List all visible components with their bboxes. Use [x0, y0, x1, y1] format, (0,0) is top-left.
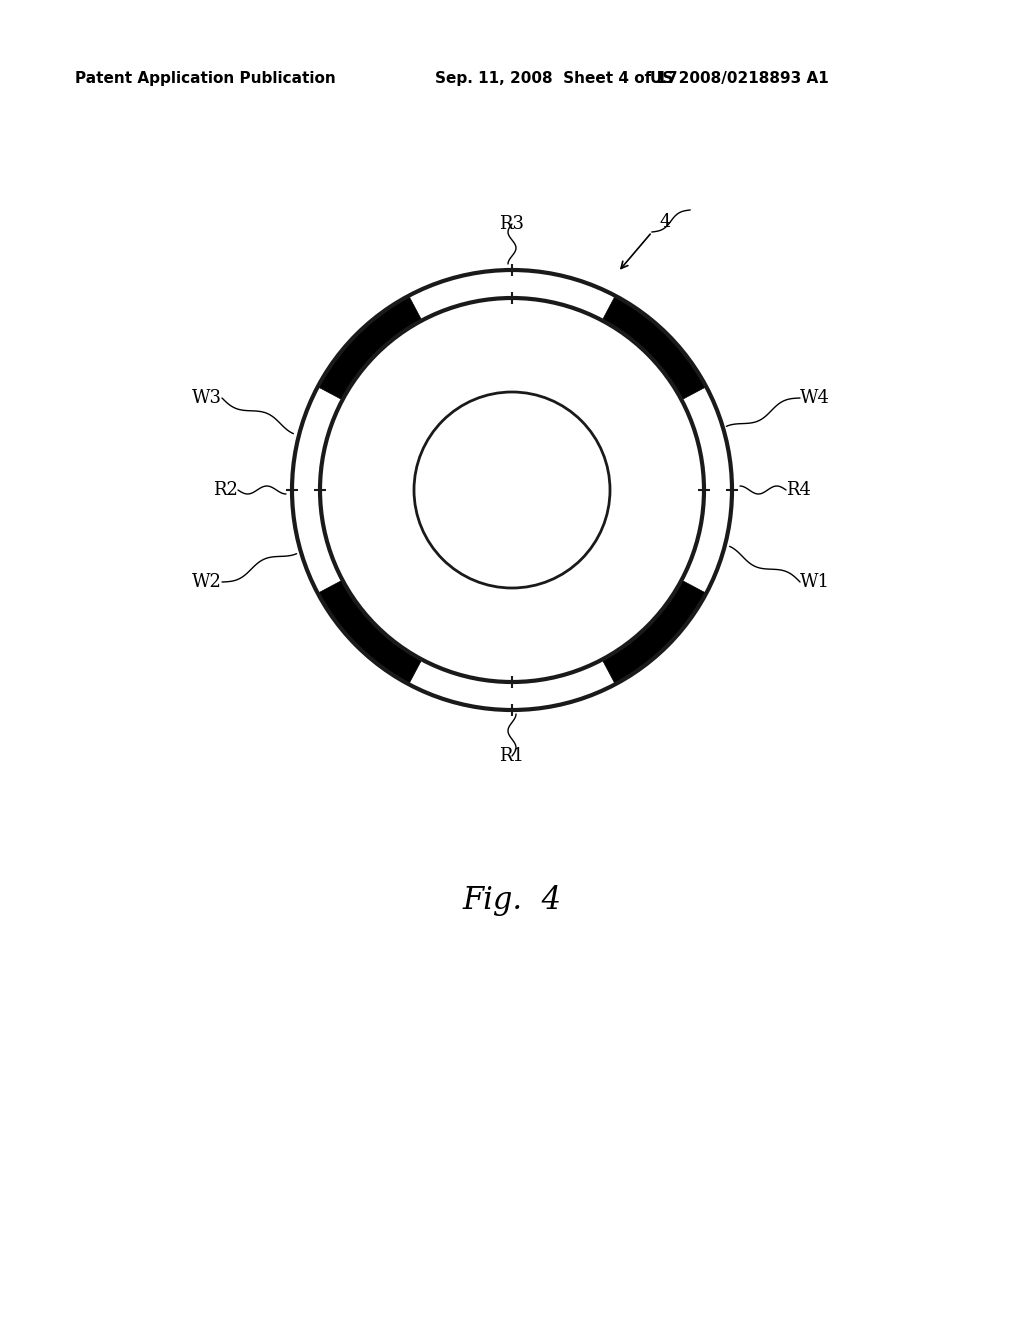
Text: R1: R1 — [500, 747, 524, 766]
Text: US 2008/0218893 A1: US 2008/0218893 A1 — [650, 70, 828, 86]
Text: R2: R2 — [213, 480, 238, 499]
Wedge shape — [602, 296, 707, 400]
Text: W2: W2 — [193, 573, 222, 591]
Wedge shape — [317, 296, 422, 400]
Wedge shape — [701, 473, 734, 507]
Wedge shape — [290, 473, 323, 507]
Wedge shape — [602, 579, 707, 684]
Text: W3: W3 — [193, 389, 222, 407]
Text: Patent Application Publication: Patent Application Publication — [75, 70, 336, 86]
Wedge shape — [495, 268, 529, 301]
Text: R3: R3 — [500, 215, 524, 234]
Wedge shape — [317, 579, 422, 684]
Text: W4: W4 — [800, 389, 829, 407]
Text: W1: W1 — [800, 573, 830, 591]
Text: Sep. 11, 2008  Sheet 4 of 17: Sep. 11, 2008 Sheet 4 of 17 — [435, 70, 678, 86]
Text: Fig.  4: Fig. 4 — [463, 884, 561, 916]
Wedge shape — [495, 680, 529, 711]
Text: 4: 4 — [660, 213, 672, 231]
Text: R4: R4 — [786, 480, 811, 499]
